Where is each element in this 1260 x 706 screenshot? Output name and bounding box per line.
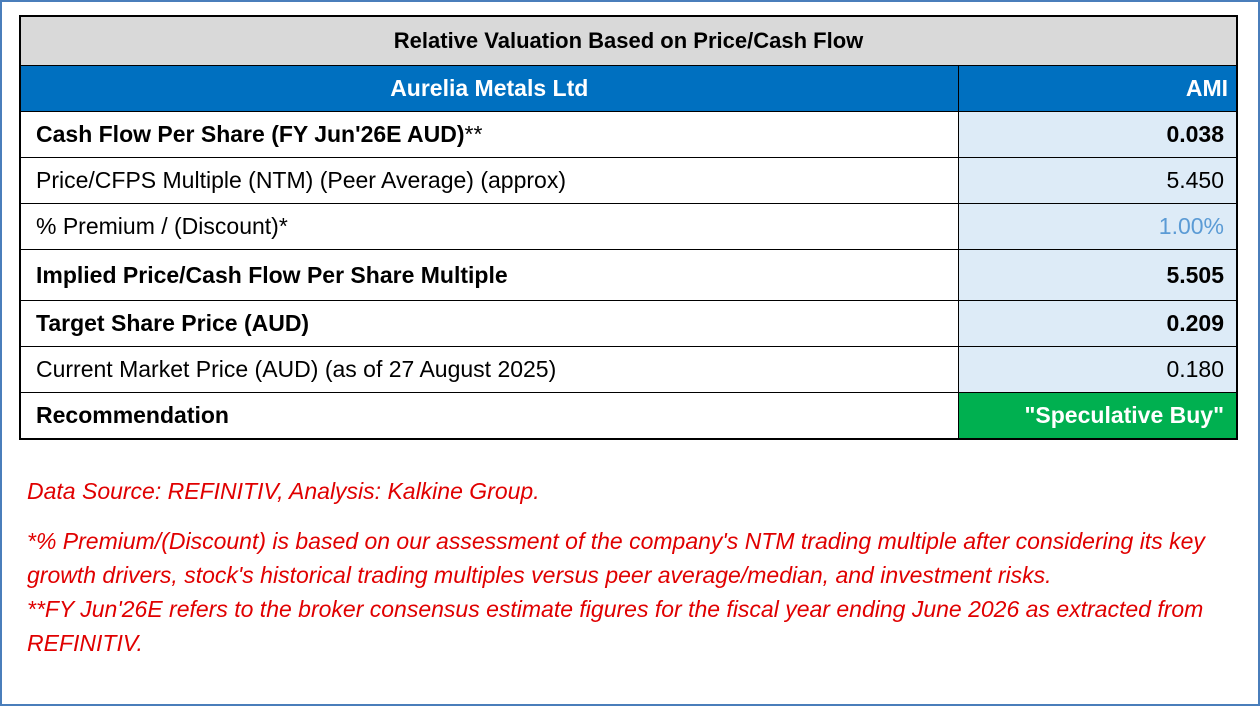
footnotes: Data Source: REFINITIV, Analysis: Kalkin… xyxy=(27,474,1237,660)
data-source-note: Data Source: REFINITIV, Analysis: Kalkin… xyxy=(27,478,540,504)
target-price-label: Target Share Price (AUD) xyxy=(19,300,959,347)
table-header-row: Aurelia Metals Ltd AMI xyxy=(19,65,1238,112)
cfps-label: Cash Flow Per Share (FY Jun'26E AUD) xyxy=(36,121,465,147)
table-title-row: Relative Valuation Based on Price/Cash F… xyxy=(19,15,1238,66)
implied-multiple-value: 5.505 xyxy=(957,249,1238,301)
cfps-label-suffix: ** xyxy=(464,121,483,147)
premium-value: 1.00% xyxy=(957,203,1238,250)
market-price-label: Current Market Price (AUD) (as of 27 Aug… xyxy=(19,346,959,393)
premium-label: % Premium / (Discount)* xyxy=(19,203,959,250)
fy-footnote: **FY Jun'26E refers to the broker consen… xyxy=(27,596,1204,656)
multiple-value: 5.450 xyxy=(957,157,1238,204)
table-row-implied-multiple: Implied Price/Cash Flow Per Share Multip… xyxy=(19,249,1238,301)
table-row-recommendation: Recommendation "Speculative Buy" xyxy=(19,392,1238,440)
table-row-target-price: Target Share Price (AUD) 0.209 xyxy=(19,300,1238,347)
table-title: Relative Valuation Based on Price/Cash F… xyxy=(19,15,1238,66)
table-row-multiple: Price/CFPS Multiple (NTM) (Peer Average)… xyxy=(19,157,1238,204)
market-price-value: 0.180 xyxy=(957,346,1238,393)
table-row-cfps: Cash Flow Per Share (FY Jun'26E AUD)** 0… xyxy=(19,111,1238,158)
table-row-premium: % Premium / (Discount)* 1.00% xyxy=(19,203,1238,250)
valuation-table: Relative Valuation Based on Price/Cash F… xyxy=(19,15,1239,440)
company-name: Aurelia Metals Ltd xyxy=(19,65,959,112)
implied-multiple-label: Implied Price/Cash Flow Per Share Multip… xyxy=(19,249,959,301)
ticker: AMI xyxy=(957,65,1238,112)
recommendation-value: "Speculative Buy" xyxy=(957,392,1238,440)
premium-footnote: *% Premium/(Discount) is based on our as… xyxy=(27,528,1205,588)
cfps-value: 0.038 xyxy=(957,111,1238,158)
recommendation-label: Recommendation xyxy=(19,392,959,440)
row-label: Cash Flow Per Share (FY Jun'26E AUD)** xyxy=(19,111,959,158)
multiple-label: Price/CFPS Multiple (NTM) (Peer Average)… xyxy=(19,157,959,204)
table-row-market-price: Current Market Price (AUD) (as of 27 Aug… xyxy=(19,346,1238,393)
target-price-value: 0.209 xyxy=(957,300,1238,347)
